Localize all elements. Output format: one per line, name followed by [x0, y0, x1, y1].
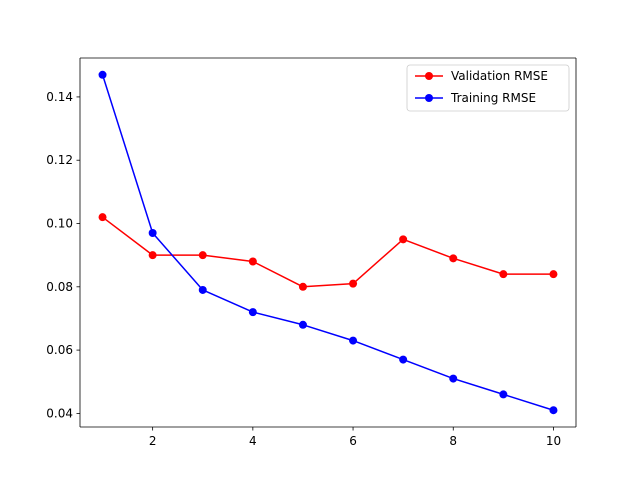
legend-label-1: Training RMSE [450, 91, 536, 105]
axes: 2 4 6 8 10 0.04 0.06 0.08 0.10 0.12 0.14 [46, 57, 577, 448]
data-point-0-9 [549, 270, 558, 279]
legend-box [406, 64, 570, 112]
data-point-1-8 [499, 390, 508, 399]
x-tick-label: 4 [249, 434, 257, 448]
data-point-1-0 [98, 70, 107, 79]
y-tick-label: 0.10 [46, 217, 73, 231]
legend-marker-0 [425, 72, 433, 80]
data-point-0-4 [298, 282, 307, 291]
data-point-1-9 [549, 406, 558, 415]
data-point-0-2 [198, 251, 207, 260]
data-point-0-5 [349, 279, 358, 288]
x-tick-label: 10 [546, 434, 561, 448]
data-point-1-3 [248, 308, 257, 317]
data-point-0-0 [98, 213, 107, 222]
data-point-1-6 [399, 355, 408, 364]
plot-area [98, 70, 558, 415]
series-line-0 [102, 216, 554, 288]
data-point-0-6 [399, 235, 408, 244]
data-point-1-7 [449, 374, 458, 383]
y-tick-label: 0.06 [46, 343, 73, 357]
data-point-0-7 [449, 254, 458, 263]
x-tick-label: 8 [449, 434, 457, 448]
y-tick-label: 0.14 [46, 90, 73, 104]
legend-label-0: Validation RMSE [451, 69, 548, 83]
data-point-1-2 [198, 285, 207, 294]
series-line-1 [101, 74, 554, 411]
data-point-1-1 [148, 229, 157, 238]
x-tick-label: 6 [349, 434, 357, 448]
data-point-1-4 [298, 320, 307, 329]
data-point-1-5 [349, 336, 358, 345]
y-tick-label: 0.04 [46, 406, 73, 420]
data-point-0-3 [248, 257, 257, 266]
data-point-0-8 [499, 270, 508, 279]
y-tick-label: 0.08 [46, 280, 73, 294]
legend-marker-1 [425, 94, 433, 102]
x-tick-label: 2 [149, 434, 157, 448]
legend: Validation RMSE Training RMSE [406, 64, 570, 112]
data-point-0-1 [148, 251, 157, 260]
y-tick-label: 0.12 [46, 153, 73, 167]
